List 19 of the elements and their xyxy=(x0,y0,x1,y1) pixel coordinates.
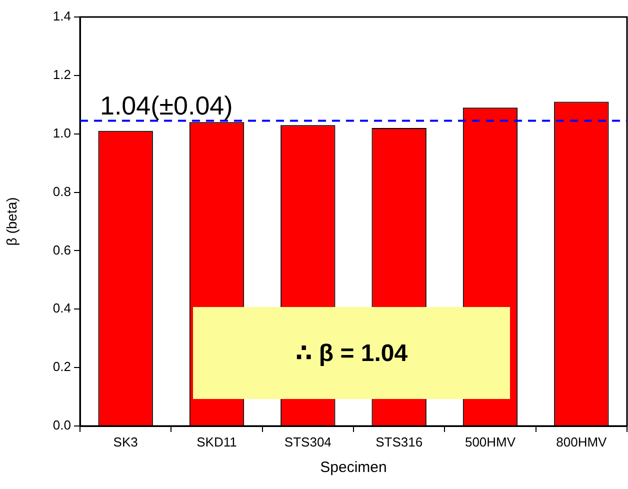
ref-line-label: 1.04(±0.04) xyxy=(100,90,233,121)
y-tick-label: 1.2 xyxy=(52,67,71,82)
note-box: ∴ β = 1.04 xyxy=(192,307,510,400)
y-tick-label: 0.4 xyxy=(52,300,71,316)
x-tick-label: 800HMV xyxy=(556,434,608,450)
x-tick-label: SKD11 xyxy=(196,434,237,450)
x-tick-label: STS316 xyxy=(376,434,423,450)
y-tick-label: 0.0 xyxy=(52,418,71,433)
x-tick-label: STS304 xyxy=(284,434,332,450)
y-tick-label: 1.4 xyxy=(52,8,71,24)
y-tick-label: 0.8 xyxy=(52,184,71,199)
x-tick-label: SK3 xyxy=(113,434,138,450)
annotation: ∴ β = 1.04 xyxy=(296,338,408,368)
y-tick-label: 1.0 xyxy=(52,125,71,140)
x-tick-label: 500HMV xyxy=(464,434,516,450)
y-tick-label: 0.2 xyxy=(52,359,71,374)
x-axis-title: Specimen xyxy=(320,459,387,476)
y-axis-title: β (beta) xyxy=(3,197,20,246)
y-tick-label: 0.6 xyxy=(52,242,71,258)
